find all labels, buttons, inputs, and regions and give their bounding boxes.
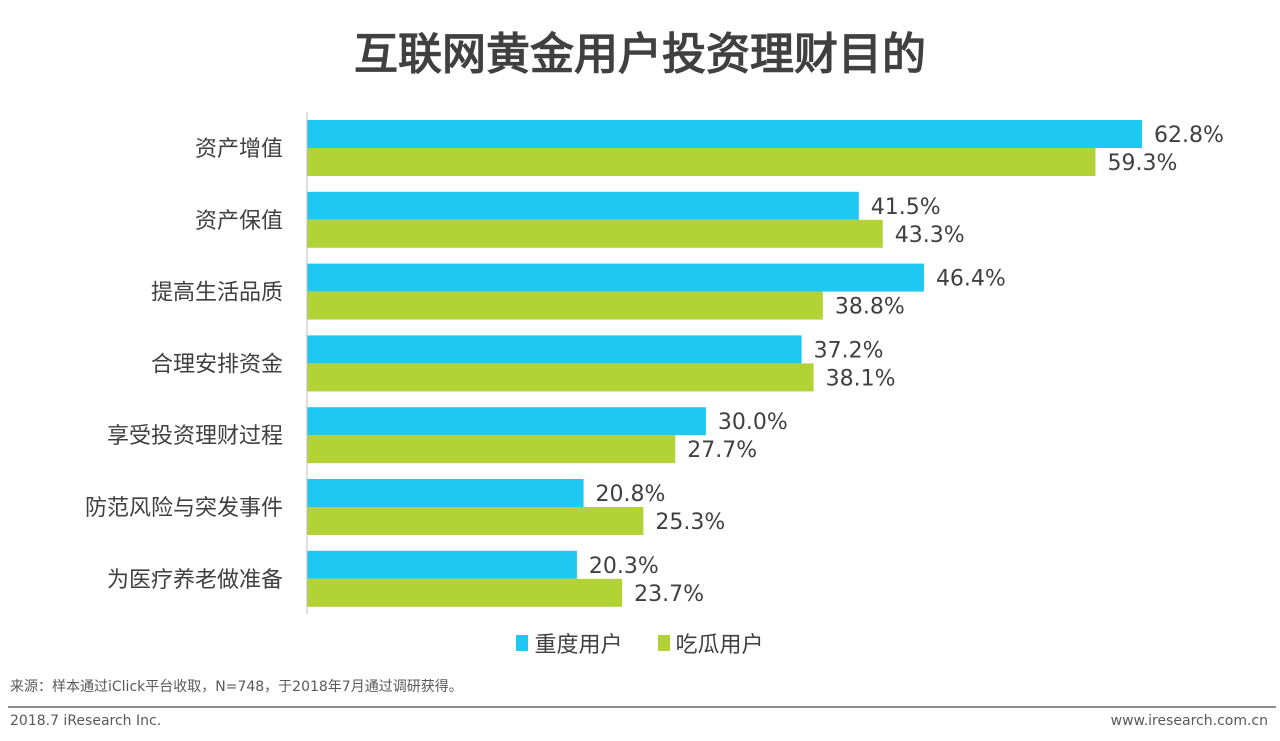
bar <box>307 291 823 320</box>
data-label: 37.2% <box>814 338 884 363</box>
bar <box>307 219 883 248</box>
bar <box>307 335 802 364</box>
data-label: 41.5% <box>871 195 941 220</box>
data-label: 38.1% <box>826 366 896 391</box>
source-note: 来源：样本通过iClick平台收取，N=748，于2018年7月通过调研获得。 <box>10 679 463 695</box>
copyright: 2018.7 iResearch Inc. <box>10 713 162 729</box>
data-label: 25.3% <box>655 510 725 535</box>
chart-title: 互联网黄金用户投资理财目的 <box>354 29 926 80</box>
bar <box>307 191 859 220</box>
bar <box>307 263 924 292</box>
bar-chart: 资产增值 62.8% 59.3% 资产保值 41.5% 43.3% 提高生活品质 46.4% 3… <box>85 112 1224 614</box>
bar <box>307 435 676 464</box>
data-label: 38.8% <box>835 295 905 320</box>
legend-label: 重度用户 <box>534 633 623 658</box>
bar <box>307 120 1142 148</box>
data-label: 30.0% <box>718 410 788 435</box>
legend-swatch <box>657 635 670 651</box>
bar <box>307 363 814 392</box>
data-label: 23.7% <box>634 582 704 607</box>
data-label: 20.8% <box>596 482 666 507</box>
legend-swatch <box>516 635 529 651</box>
category-label: 防范风险与突发事件 <box>85 496 283 521</box>
bar <box>307 148 1096 176</box>
legend: 重度用户 吃瓜用户 <box>0 627 1280 659</box>
category-label: 提高生活品质 <box>151 281 283 306</box>
data-label: 43.3% <box>895 223 965 248</box>
website: www.iresearch.com.cn <box>1110 713 1268 729</box>
category-label: 为医疗养老做准备 <box>107 568 283 593</box>
legend-item-casual: 吃瓜用户 <box>657 627 764 659</box>
data-label: 27.7% <box>687 438 757 463</box>
legend-label: 吃瓜用户 <box>675 633 764 658</box>
bar <box>307 507 644 535</box>
data-label: 59.3% <box>1107 151 1177 176</box>
bar <box>307 479 584 507</box>
data-label: 62.8% <box>1154 123 1224 148</box>
bar <box>307 407 706 436</box>
bar <box>307 550 577 579</box>
bar <box>307 578 623 607</box>
footer-divider <box>8 706 1276 708</box>
legend-item-heavy: 重度用户 <box>516 627 623 659</box>
category-label: 资产增值 <box>195 137 283 162</box>
category-label: 享受投资理财过程 <box>107 424 283 449</box>
data-label: 46.4% <box>936 267 1006 292</box>
data-label: 20.3% <box>589 554 659 579</box>
category-label: 合理安排资金 <box>151 352 283 377</box>
category-label: 资产保值 <box>195 209 283 234</box>
